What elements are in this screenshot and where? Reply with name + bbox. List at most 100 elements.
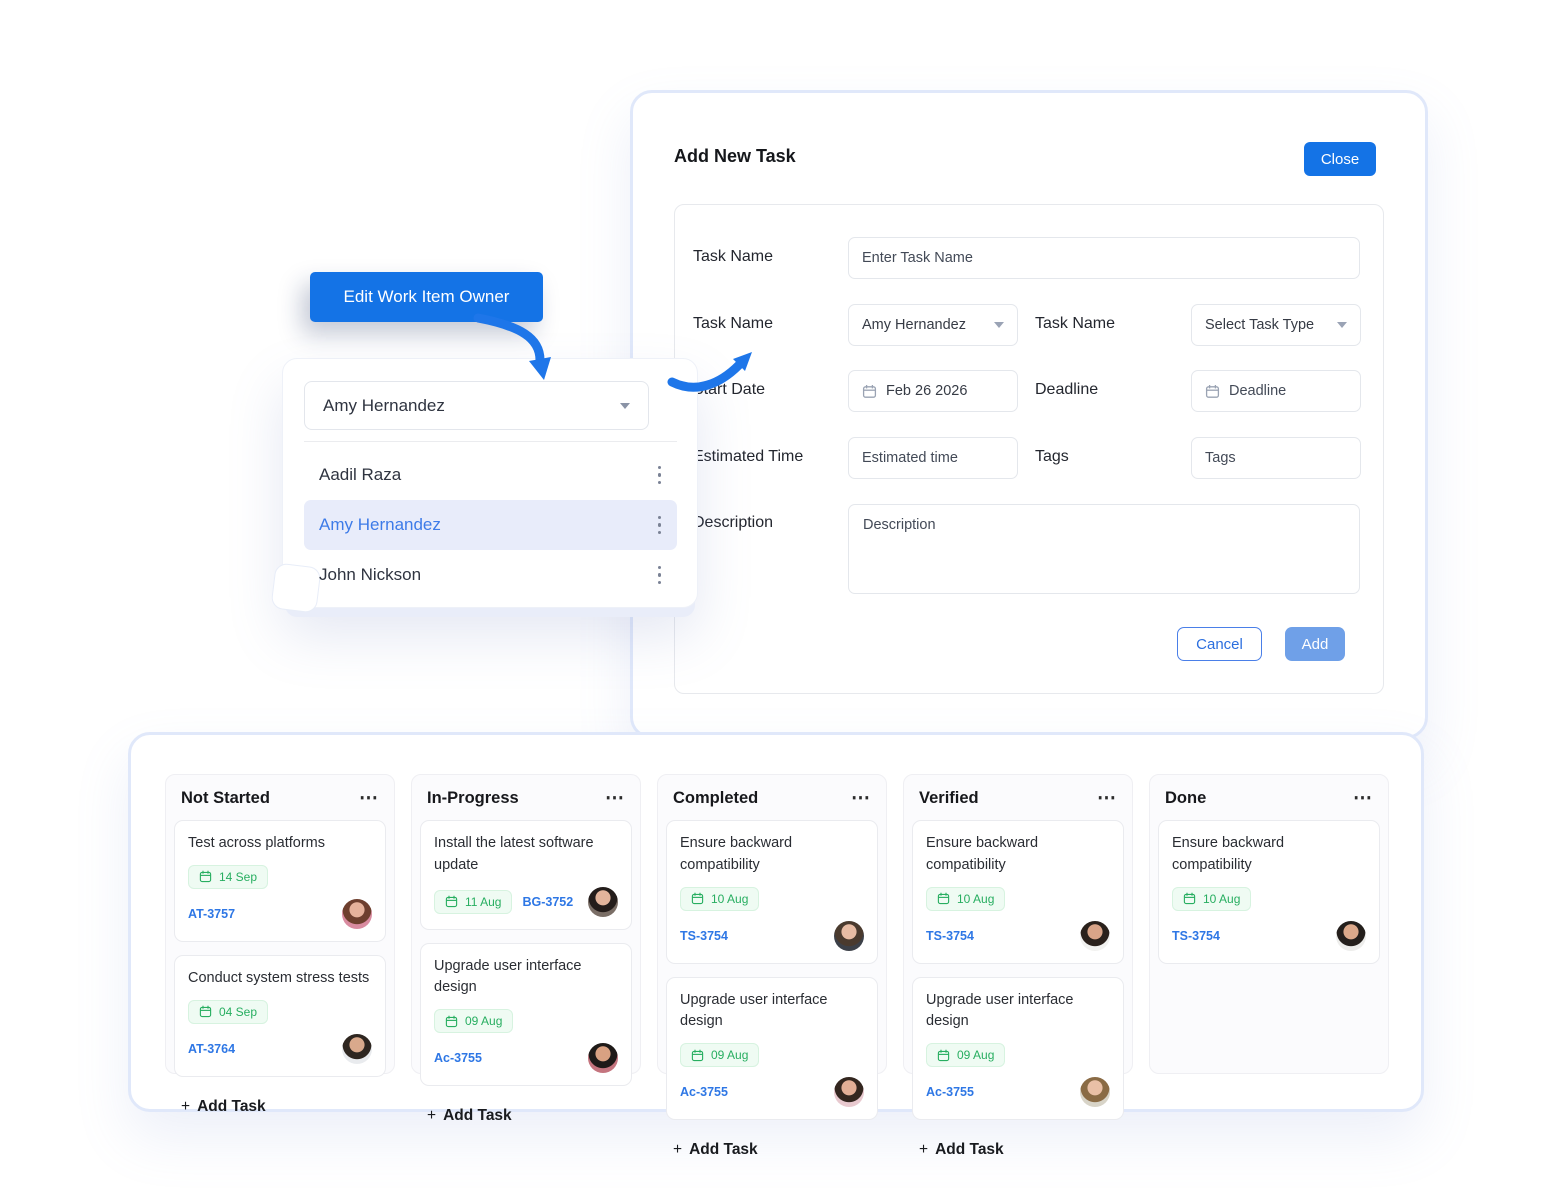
task-id-link[interactable]: AT-3757: [188, 906, 236, 921]
cancel-button[interactable]: Cancel: [1177, 627, 1262, 661]
due-date-badge: 09 Aug: [434, 1009, 514, 1033]
task-name-label: Task Name: [693, 248, 774, 265]
add-task-button[interactable]: + Add Task: [181, 1097, 266, 1115]
deadline-placeholder: Deadline: [1229, 383, 1287, 399]
column-title: In-Progress: [427, 789, 519, 807]
task-id-link[interactable]: BG-3752: [522, 894, 574, 909]
add-button[interactable]: Add: [1285, 627, 1345, 661]
plus-icon: +: [919, 1141, 929, 1158]
due-date-badge: 10 Aug: [926, 886, 1006, 911]
task-id-link[interactable]: AT-3764: [188, 1041, 236, 1056]
kebab-menu-icon[interactable]: [654, 512, 666, 539]
column-title: Not Started: [181, 789, 270, 807]
task-card[interactable]: Ensure backward compatibility 10 Aug TS-…: [912, 820, 1124, 964]
task-card[interactable]: Test across platforms 14 Sep AT-3757: [174, 820, 386, 942]
task-id-link[interactable]: TS-3754: [1172, 928, 1220, 943]
kebab-menu-icon[interactable]: [654, 462, 666, 489]
calendar-icon: [445, 1015, 458, 1027]
task-id-link[interactable]: Ac-3755: [680, 1085, 728, 1099]
column-not-started: Not Started ⋯ Test across platforms 14 S…: [165, 774, 395, 1115]
owner-dropdown: Amy Hernandez Aadil Raza Amy Hernandez J…: [282, 358, 698, 608]
column-menu-icon[interactable]: ⋯: [359, 787, 379, 809]
task-card[interactable]: Install the latest software update 11 Au…: [420, 820, 632, 930]
calendar-icon: [691, 1049, 704, 1061]
due-date-badge: 11 Aug: [434, 889, 513, 914]
task-id-link[interactable]: Ac-3755: [926, 1085, 974, 1099]
column-menu-icon[interactable]: ⋯: [851, 787, 871, 809]
task-card[interactable]: Upgrade user interface design 09 Aug Ac-…: [420, 942, 632, 1086]
start-date-value: Feb 26 2026: [886, 383, 968, 399]
task-card[interactable]: Ensure backward compatibility 10 Aug TS-…: [1158, 820, 1380, 964]
due-date-badge: 14 Sep: [188, 864, 269, 889]
due-date-badge: 10 Aug: [680, 886, 760, 911]
owner-option-aadil-raza[interactable]: Aadil Raza: [304, 450, 677, 500]
task-type-value: Select Task Type: [1205, 317, 1315, 333]
calendar-icon: [691, 892, 704, 905]
due-date-badge: 10 Aug: [1172, 886, 1252, 911]
avatar: [342, 1033, 372, 1064]
task-id-link[interactable]: Ac-3755: [434, 1051, 482, 1065]
edit-owner-callout: Edit Work Item Owner: [310, 272, 543, 322]
divider: [304, 441, 677, 442]
add-task-button[interactable]: + Add Task: [919, 1141, 1004, 1158]
calendar-icon: [862, 384, 877, 398]
owner-option-amy-hernandez[interactable]: Amy Hernandez: [304, 500, 677, 550]
owner-dropdown-selected: Amy Hernandez: [323, 395, 445, 415]
task-id-link[interactable]: TS-3754: [680, 928, 728, 943]
add-task-button[interactable]: + Add Task: [427, 1107, 512, 1124]
avatar: [588, 886, 618, 917]
calendar-icon: [199, 1005, 212, 1018]
estimated-time-input[interactable]: [848, 437, 1018, 479]
calendar-icon: [199, 870, 212, 883]
close-button[interactable]: Close: [1304, 142, 1376, 176]
avatar: [1336, 920, 1366, 951]
column-menu-icon[interactable]: ⋯: [1353, 787, 1373, 809]
avatar: [1080, 1077, 1110, 1107]
owner-select-field[interactable]: Amy Hernandez: [848, 304, 1018, 346]
kebab-menu-icon[interactable]: [654, 562, 666, 589]
task-card[interactable]: Upgrade user interface design 09 Aug Ac-…: [666, 976, 878, 1120]
owner-option-john-nickson[interactable]: John Nickson: [304, 550, 677, 600]
task-type-label: Task Name: [1035, 315, 1116, 332]
column-title: Completed: [673, 789, 759, 807]
task-form: Task Name Task Name Amy Hernandez Task N…: [674, 204, 1384, 694]
task-id-link[interactable]: TS-3754: [926, 928, 974, 943]
due-date-badge: 09 Aug: [680, 1043, 760, 1067]
owner-label: Task Name: [693, 315, 774, 332]
plus-icon: +: [673, 1141, 683, 1158]
task-type-select-field[interactable]: Select Task Type: [1191, 304, 1361, 346]
column-done: Done ⋯ Ensure backward compatibility 10 …: [1149, 774, 1389, 1074]
description-textarea[interactable]: [848, 504, 1360, 594]
chevron-down-icon: [1337, 322, 1347, 328]
deadline-field[interactable]: Deadline: [1191, 370, 1361, 412]
calendar-icon: [1205, 384, 1220, 398]
owner-dropdown-select[interactable]: Amy Hernandez: [304, 381, 649, 430]
column-in-progress: In-Progress ⋯ Install the latest softwar…: [411, 774, 641, 1124]
tags-input[interactable]: [1191, 437, 1361, 479]
curved-arrow-down-icon: [473, 313, 551, 380]
tags-label: Tags: [1035, 448, 1069, 465]
calendar-icon: [1183, 892, 1196, 905]
column-title: Done: [1165, 789, 1207, 807]
calendar-icon: [937, 1049, 950, 1061]
column-menu-icon[interactable]: ⋯: [605, 787, 625, 809]
start-date-field[interactable]: Feb 26 2026: [848, 370, 1018, 412]
owner-options-list: Aadil Raza Amy Hernandez John Nickson: [304, 450, 677, 600]
column-menu-icon[interactable]: ⋯: [1097, 787, 1117, 809]
plus-icon: +: [181, 1097, 191, 1115]
curved-arrow-right-icon: [667, 352, 752, 392]
calendar-icon: [937, 892, 950, 905]
kanban-board: Not Started ⋯ Test across platforms 14 S…: [128, 732, 1424, 1158]
task-card[interactable]: Conduct system stress tests 04 Sep AT-37…: [174, 954, 386, 1077]
chevron-down-icon: [994, 322, 1004, 328]
task-name-input[interactable]: [848, 237, 1360, 279]
chevron-down-icon: [620, 402, 630, 409]
description-label: Description: [693, 514, 774, 531]
add-task-button[interactable]: + Add Task: [673, 1141, 758, 1158]
column-title: Verified: [919, 789, 979, 807]
avatar: [834, 920, 864, 951]
task-card[interactable]: Upgrade user interface design 09 Aug Ac-…: [912, 976, 1124, 1120]
modal-title: Add New Task: [674, 146, 796, 166]
owner-select-value: Amy Hernandez: [862, 317, 966, 333]
task-card[interactable]: Ensure backward compatibility 10 Aug TS-…: [666, 820, 878, 964]
